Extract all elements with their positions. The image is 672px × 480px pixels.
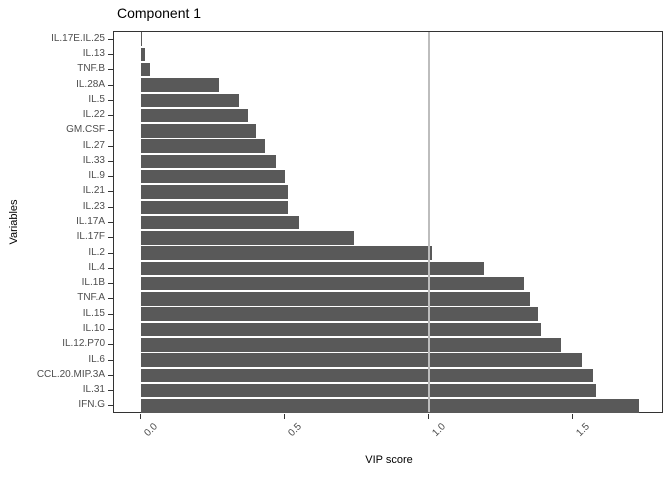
bar-TNF.B [141, 62, 150, 77]
bar-IL.4 [141, 261, 484, 276]
y-tick-label: IL.17E.IL.25 [51, 32, 105, 44]
bar-GM.CSF [141, 124, 257, 138]
bar-IL.22 [141, 108, 248, 123]
bar-IL.21 [141, 185, 288, 199]
bar-IL.13 [141, 47, 146, 62]
x-axis-title: VIP score [365, 454, 413, 466]
y-tick-label: IL.6 [88, 353, 105, 365]
y-tick-mark [108, 160, 113, 162]
y-tick-mark [108, 344, 113, 346]
y-tick-label: GM.CSF [66, 124, 105, 136]
reference-line [428, 32, 430, 412]
bar-IL.27 [141, 139, 265, 153]
y-tick-label: IL.17F [76, 231, 105, 243]
y-tick-mark [108, 390, 113, 392]
y-tick-mark [108, 145, 113, 147]
y-tick-label: IFN.G [78, 399, 105, 411]
y-tick-label: IL.4 [88, 261, 105, 273]
y-tick-label: IL.10 [82, 323, 105, 334]
y-tick-mark [108, 374, 113, 376]
bar-IL.6 [141, 353, 582, 367]
bar-IL.28A [141, 78, 219, 92]
bar-IFN.G [141, 399, 640, 413]
x-tick-label: 0.0 [142, 421, 161, 439]
y-tick-mark [108, 191, 113, 193]
y-tick-label: IL.5 [88, 93, 105, 105]
y-tick-label: TNF.A [77, 292, 105, 304]
y-tick-mark [108, 176, 113, 178]
bar-IL.1B [141, 276, 525, 291]
bar-IL.10 [141, 322, 542, 337]
y-tick-mark [108, 130, 113, 132]
bar-TNF.A [141, 292, 530, 306]
y-tick-label: IL.17A [76, 216, 105, 227]
y-tick-label: IL.21 [82, 185, 105, 197]
y-tick-label: IL.22 [82, 109, 105, 120]
y-tick-mark [108, 115, 113, 116]
y-tick-label: IL.2 [88, 246, 105, 258]
bar-IL.15 [141, 307, 539, 321]
y-tick-label: CCL.20.MIP.3A [36, 368, 105, 380]
x-tick-label: 0.5 [286, 421, 305, 439]
chart-title: Component 1 [117, 5, 202, 21]
y-tick-label: IL.15 [82, 307, 105, 319]
x-tick-mark [572, 414, 573, 419]
y-tick-label: IL.9 [88, 170, 105, 182]
bar-IL.12.P70 [141, 338, 562, 352]
y-tick-mark [108, 267, 113, 269]
y-tick-mark [108, 53, 113, 55]
y-tick-label: IL.13 [82, 47, 105, 59]
y-tick-mark [108, 329, 113, 330]
bar-CCL.20.MIP.3A [141, 368, 594, 382]
x-tick-mark [140, 414, 142, 419]
x-tick-label: 1.0 [430, 421, 449, 439]
bar-IL.17E.IL.25 [141, 32, 143, 46]
y-tick-label: IL.33 [82, 154, 105, 166]
y-tick-label: IL.31 [82, 384, 105, 396]
y-tick-label: IL.1B [81, 277, 105, 289]
bar-IL.33 [141, 154, 277, 169]
y-tick-mark [108, 359, 113, 361]
y-tick-label: IL.23 [82, 200, 105, 212]
y-tick-mark [108, 38, 113, 40]
y-tick-label: IL.28A [76, 78, 105, 90]
plot-panel [113, 31, 663, 413]
bar-IL.2 [141, 246, 432, 260]
bar-IL.9 [141, 169, 286, 184]
x-tick-label: 1.5 [574, 421, 593, 439]
y-tick-label: IL.27 [82, 139, 105, 151]
bar-IL.5 [141, 93, 239, 107]
bar-IL.17A [141, 215, 300, 230]
y-tick-label: IL.12.P70 [62, 338, 105, 350]
y-tick-mark [108, 69, 113, 71]
y-tick-mark [108, 298, 113, 300]
y-tick-mark [108, 206, 113, 208]
y-tick-mark [108, 222, 113, 223]
bar-IL.17F [141, 231, 355, 245]
y-tick-mark [108, 313, 113, 315]
y-tick-mark [108, 237, 113, 239]
bar-IL.23 [141, 200, 288, 214]
y-tick-mark [108, 99, 113, 101]
y-tick-label: TNF.B [77, 63, 105, 75]
y-tick-mark [108, 252, 113, 254]
y-tick-mark [108, 405, 113, 407]
y-tick-mark [108, 283, 113, 285]
y-tick-mark [108, 84, 113, 86]
x-tick-mark [428, 414, 429, 419]
x-tick-mark [284, 414, 285, 419]
bar-IL.31 [141, 383, 597, 398]
